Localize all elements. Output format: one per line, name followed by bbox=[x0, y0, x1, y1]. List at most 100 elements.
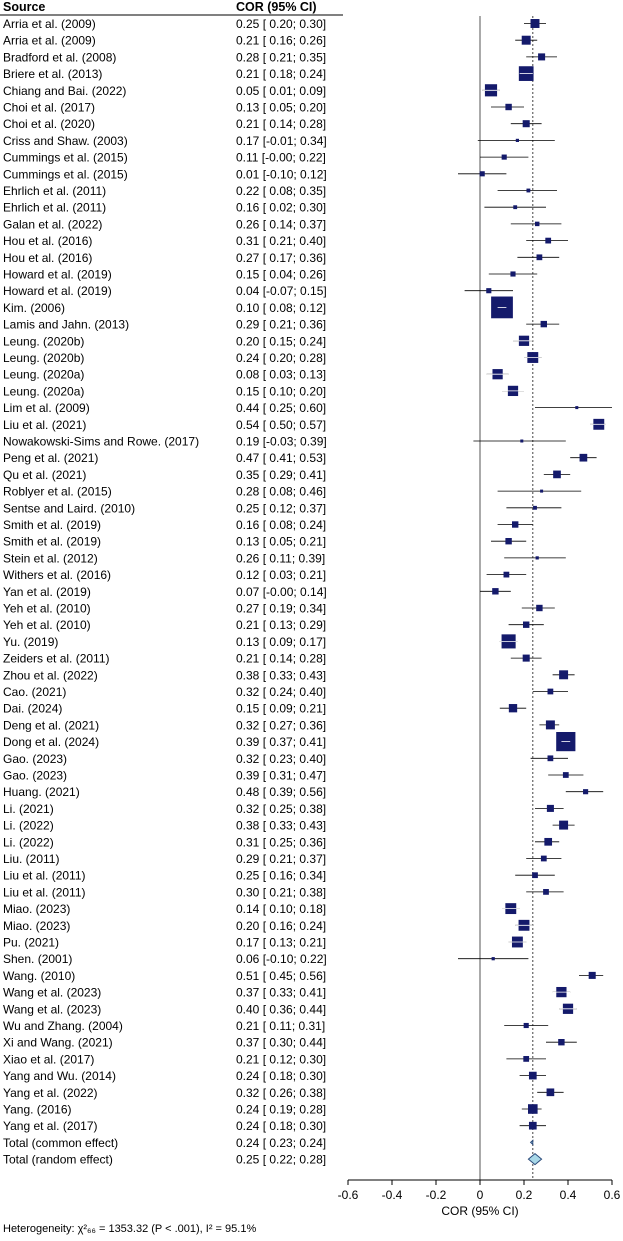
study-estimate-ci: 0.51 [ 0.45; 0.56] bbox=[236, 969, 326, 983]
effect-marker bbox=[503, 571, 510, 578]
effect-marker bbox=[588, 971, 596, 979]
study-row: Yu. (2019) 0.13 [ 0.09; 0.17] bbox=[3, 634, 518, 649]
study-estimate-ci: 0.27 [ 0.17; 0.36] bbox=[236, 251, 326, 265]
study-name: Zhou et al. (2022) bbox=[3, 668, 98, 682]
study-row: Withers et al. (2016) 0.12 [ 0.03; 0.21] bbox=[3, 568, 527, 582]
study-estimate-ci: 0.26 [ 0.11; 0.39] bbox=[236, 551, 325, 565]
effect-marker bbox=[558, 1039, 565, 1046]
effect-marker bbox=[583, 789, 589, 795]
header-estimate: COR (95% CI) bbox=[236, 0, 317, 14]
study-name: Leung. (2020a) bbox=[3, 368, 84, 382]
study-estimate-ci: 0.38 [ 0.33; 0.43] bbox=[236, 819, 326, 833]
study-row: Peng et al. (2021) 0.47 [ 0.41; 0.53] bbox=[3, 451, 597, 465]
study-estimate-ci: 0.08 [ 0.03; 0.13] bbox=[236, 368, 326, 382]
effect-marker bbox=[486, 288, 492, 294]
study-name: Wang. (2010) bbox=[3, 969, 75, 983]
study-estimate-ci: 0.47 [ 0.41; 0.53] bbox=[236, 451, 326, 465]
study-row: Cummings et al. (2015) 0.11 [-0.00; 0.22] bbox=[3, 151, 529, 165]
study-row: Huang. (2021) 0.48 [ 0.39; 0.56] bbox=[3, 785, 604, 799]
study-name: Li. (2022) bbox=[3, 835, 54, 849]
study-estimate-ci: 0.31 [ 0.25; 0.36] bbox=[236, 835, 326, 849]
study-estimate-ci: 0.24 [ 0.23; 0.24] bbox=[236, 1136, 326, 1150]
study-estimate-ci: 0.21 [ 0.12; 0.30] bbox=[236, 1052, 326, 1066]
x-tick-label: 0.4 bbox=[560, 1188, 577, 1202]
study-row: Qu et al. (2021) 0.35 [ 0.29; 0.41] bbox=[3, 468, 571, 482]
study-name: Stein et al. (2012) bbox=[3, 551, 98, 565]
study-name: Withers et al. (2016) bbox=[3, 568, 111, 582]
study-name: Total (common effect) bbox=[3, 1136, 118, 1150]
study-estimate-ci: 0.21 [ 0.14; 0.28] bbox=[236, 117, 326, 131]
effect-marker bbox=[532, 872, 538, 879]
study-estimate-ci: 0.37 [ 0.30; 0.44] bbox=[236, 1036, 326, 1050]
x-axis: -0.6 -0.4 -0.2 0 0.2 0.4 0.6 COR (95% CI) bbox=[338, 1179, 621, 1218]
effect-marker bbox=[533, 505, 537, 510]
study-estimate-ci: 0.20 [ 0.15; 0.24] bbox=[236, 334, 326, 348]
study-name: Liu et al. (2021) bbox=[3, 418, 86, 432]
study-row: Wang. (2010) 0.51 [ 0.45; 0.56] bbox=[3, 969, 604, 983]
study-row: Gao. (2023) 0.39 [ 0.31; 0.47] bbox=[3, 769, 584, 783]
study-row: Liu et al. (2021) 0.54 [ 0.50; 0.57] bbox=[3, 418, 606, 432]
study-row: Miao. (2023) 0.14 [ 0.10; 0.18] bbox=[3, 902, 520, 916]
study-estimate-ci: 0.40 [ 0.36; 0.44] bbox=[236, 1002, 326, 1016]
study-estimate-ci: 0.13 [ 0.09; 0.17] bbox=[236, 635, 326, 649]
study-estimate-ci: 0.38 [ 0.33; 0.43] bbox=[236, 668, 326, 682]
study-estimate-ci: 0.21 [ 0.18; 0.24] bbox=[236, 67, 326, 81]
study-name: Kim. (2006) bbox=[3, 301, 65, 315]
study-row: Hou et al. (2016) 0.27 [ 0.17; 0.36] bbox=[3, 251, 560, 265]
study-row: Yang et al. (2017) 0.24 [ 0.18; 0.30] bbox=[3, 1119, 546, 1133]
study-row: Leung. (2020a) 0.08 [ 0.03; 0.13] bbox=[3, 368, 509, 382]
study-estimate-ci: 0.17 [ 0.13; 0.21] bbox=[236, 936, 326, 950]
study-name: Yeh et al. (2010) bbox=[3, 618, 91, 632]
study-row: Arria et al. (2009) 0.25 [ 0.20; 0.30] bbox=[3, 17, 546, 31]
study-estimate-ci: 0.13 [ 0.05; 0.21] bbox=[236, 535, 326, 549]
study-row: Lamis and Jahn. (2013) 0.29 [ 0.21; 0.36] bbox=[3, 318, 560, 332]
study-estimate-ci: 0.05 [ 0.01; 0.09] bbox=[236, 84, 326, 98]
study-estimate-ci: 0.25 [ 0.16; 0.34] bbox=[236, 869, 326, 883]
study-row: Ehrlich et al. (2011) 0.22 [ 0.08; 0.35] bbox=[3, 184, 557, 198]
effect-marker bbox=[530, 19, 540, 28]
effect-marker bbox=[540, 489, 544, 493]
study-name: Leung. (2020b) bbox=[3, 334, 84, 348]
study-name: Yang et al. (2017) bbox=[3, 1119, 98, 1133]
table-header: Source COR (95% CI) bbox=[0, 0, 343, 16]
study-name: Yang et al. (2022) bbox=[3, 1086, 98, 1100]
study-row: Yeh et al. (2010) 0.27 [ 0.19; 0.34] bbox=[3, 602, 555, 616]
study-name: Smith et al. (2019) bbox=[3, 535, 101, 549]
study-estimate-ci: 0.21 [ 0.14; 0.28] bbox=[236, 652, 326, 666]
study-name: Cummings et al. (2015) bbox=[3, 151, 128, 165]
study-estimate-ci: 0.27 [ 0.19; 0.34] bbox=[236, 602, 326, 616]
study-row: Dong et al. (2024) 0.39 [ 0.37; 0.41] bbox=[3, 732, 576, 752]
study-name: Ehrlich et al. (2011) bbox=[3, 201, 106, 215]
study-row: Liu. (2011) 0.29 [ 0.21; 0.37] bbox=[3, 852, 562, 866]
study-row: Li. (2022) 0.31 [ 0.25; 0.36] bbox=[3, 835, 560, 849]
effect-marker bbox=[536, 254, 543, 261]
study-name: Cummings et al. (2015) bbox=[3, 167, 128, 181]
study-estimate-ci: 0.11 [-0.00; 0.22] bbox=[236, 151, 326, 165]
study-estimate-ci: 0.20 [ 0.16; 0.24] bbox=[236, 919, 326, 933]
effect-marker bbox=[528, 1071, 537, 1080]
study-row: Yan et al. (2019) 0.07 [-0.00; 0.14] bbox=[3, 585, 511, 599]
study-row: Zhou et al. (2022) 0.38 [ 0.33; 0.43] bbox=[3, 668, 575, 682]
study-row: Leung. (2020b) 0.20 [ 0.15; 0.24] bbox=[3, 334, 533, 348]
effect-marker bbox=[575, 406, 579, 410]
study-row: Yeh et al. (2010) 0.21 [ 0.13; 0.29] bbox=[3, 618, 544, 632]
study-row: Howard et al. (2019) 0.04 [-0.07; 0.15] bbox=[3, 284, 513, 298]
study-name: Dai. (2024) bbox=[3, 702, 62, 716]
pooled-diamond-common bbox=[529, 1139, 534, 1146]
effect-marker bbox=[512, 521, 519, 528]
effect-marker bbox=[547, 688, 554, 695]
effect-marker bbox=[559, 820, 569, 830]
study-name: Peng et al. (2021) bbox=[3, 451, 98, 465]
study-row: Hou et al. (2016) 0.31 [ 0.21; 0.40] bbox=[3, 234, 568, 248]
pooled-diamond-random bbox=[527, 1152, 543, 1166]
study-name: Cao. (2021) bbox=[3, 685, 66, 699]
study-row: Xi and Wang. (2021) 0.37 [ 0.30; 0.44] bbox=[3, 1036, 577, 1050]
x-tick-label: -0.2 bbox=[426, 1188, 447, 1202]
study-row: Wang et al. (2023) 0.37 [ 0.33; 0.41] bbox=[3, 986, 571, 1000]
study-estimate-ci: 0.44 [ 0.25; 0.60] bbox=[236, 401, 326, 415]
effect-marker bbox=[545, 720, 555, 730]
study-estimate-ci: 0.24 [ 0.18; 0.30] bbox=[236, 1069, 326, 1083]
effect-marker bbox=[528, 1121, 537, 1130]
study-estimate-ci: 0.22 [ 0.08; 0.35] bbox=[236, 184, 326, 198]
study-name: Yang and Wu. (2014) bbox=[3, 1069, 116, 1083]
